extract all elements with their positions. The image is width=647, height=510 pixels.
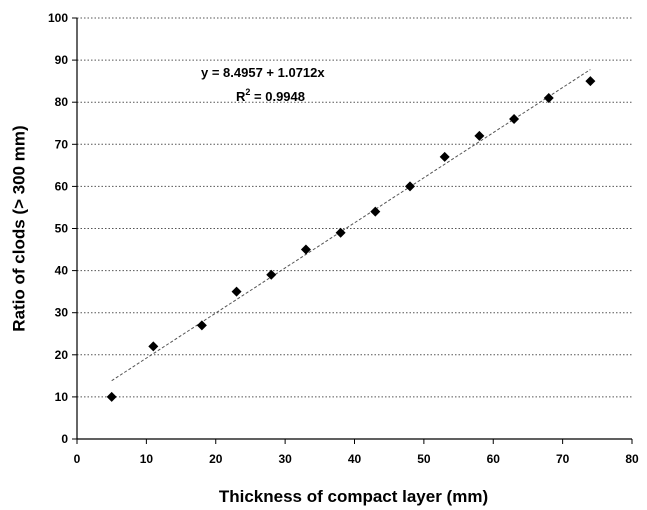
x-tick-label: 0 [74,452,81,466]
x-tick-label: 50 [417,452,431,466]
x-tick-label: 80 [625,452,639,466]
y-tick-label: 20 [55,348,69,362]
y-tick-label: 10 [55,390,69,404]
data-point [231,286,242,297]
y-axis-ticks: 0 10 20 30 40 50 60 70 80 90 100 [48,11,77,446]
x-tick-label: 70 [556,452,570,466]
y-tick-label: 70 [55,137,69,151]
data-point [509,114,520,125]
x-tick-label: 60 [487,452,501,466]
y-tick-label: 30 [55,306,69,320]
data-point [439,151,450,162]
data-point [474,130,485,141]
y-tick-label: 80 [55,95,69,109]
trendline [111,69,591,382]
data-point [300,244,311,255]
y-tick-label: 100 [48,11,68,25]
data-point [543,92,554,103]
data-point [335,227,346,238]
trendline-equation: y = 8.4957 + 1.0712x [201,65,325,80]
data-point [405,181,415,192]
data-point [266,269,277,280]
data-point [106,391,117,402]
x-axis-title: Thickness of compact layer (mm) [219,487,488,506]
data-point [196,320,207,331]
r-squared-label: R2 = 0.9948 [236,87,305,104]
data-point [148,341,159,352]
y-axis-title: Ratio of clods (> 300 mm) [9,125,28,331]
y-tick-label: 50 [55,222,69,236]
y-tick-label: 60 [55,179,69,193]
x-tick-label: 30 [278,452,292,466]
data-point [370,206,381,217]
y-tick-label: 0 [61,432,68,446]
x-tick-label: 40 [348,452,362,466]
gridlines [77,17,632,398]
x-tick-label: 20 [209,452,223,466]
x-axis-ticks: 0 10 20 30 40 50 60 70 80 [74,439,639,466]
y-tick-label: 40 [55,264,69,278]
data-point [585,76,596,87]
x-tick-label: 10 [140,452,154,466]
y-tick-label: 90 [55,53,69,67]
data-points [106,76,596,402]
